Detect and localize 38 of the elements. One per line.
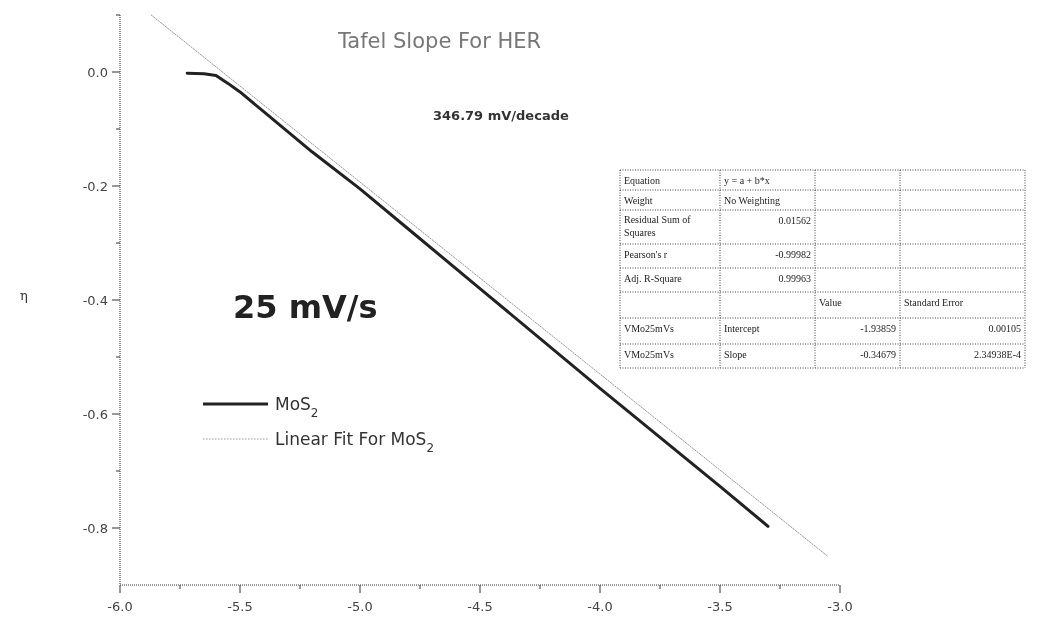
text: Standard Error [904, 297, 964, 308]
annotation: Equation [624, 175, 661, 186]
y-tick-label: -0.8 [82, 520, 108, 536]
text: -1.93859 [860, 323, 896, 334]
annotation: No Weighting [724, 195, 780, 206]
y-tick-label: -0.2 [82, 178, 108, 194]
annotation: Intercept [724, 323, 760, 334]
annotation: y = a + b*x [724, 175, 770, 186]
x-tick-label: -3.5 [707, 599, 733, 614]
y-axis-title: η [20, 288, 28, 303]
legend-label: MoS$_{2}$ [275, 393, 319, 420]
annotation: VMo25mVs [624, 349, 675, 360]
annotation: Value [819, 297, 843, 308]
annotation: Residual Sum of Squares [624, 214, 692, 238]
annotation: VMo25mVs [624, 323, 675, 334]
x-tick-label: -6.0 [107, 599, 133, 614]
x-tick-label: -5.0 [347, 599, 373, 614]
annotation: Weight [624, 195, 653, 206]
y-tick-label: -0.6 [82, 406, 108, 422]
x-tick-label: -4.0 [587, 599, 613, 614]
text: 2.34938E-4 [974, 349, 1021, 360]
annotation: -0.99982 [775, 249, 811, 260]
text: -0.34679 [860, 349, 896, 360]
annotation: Slope [724, 349, 748, 360]
annotation: 25 mV/s [233, 288, 378, 326]
legend-label: Linear Fit For MoS$_{2}$ [275, 428, 434, 455]
y-tick-label: -0.4 [82, 292, 108, 308]
y-tick-label: 0.0 [87, 64, 108, 80]
x-tick-label: -4.5 [467, 599, 493, 614]
text: Tafel Slope For HER [337, 29, 542, 53]
annotation: 346.79 mV/decade [433, 108, 569, 123]
annotation: 0.01562 [778, 215, 811, 226]
text: 0.00105 [988, 323, 1021, 334]
annotation: 0.99963 [778, 273, 811, 284]
annotation: Pearson's r [624, 249, 668, 260]
x-tick-label: -3.0 [827, 599, 853, 614]
x-tick-label: -5.5 [227, 599, 253, 614]
annotation: Adj. R-Square [624, 273, 683, 284]
